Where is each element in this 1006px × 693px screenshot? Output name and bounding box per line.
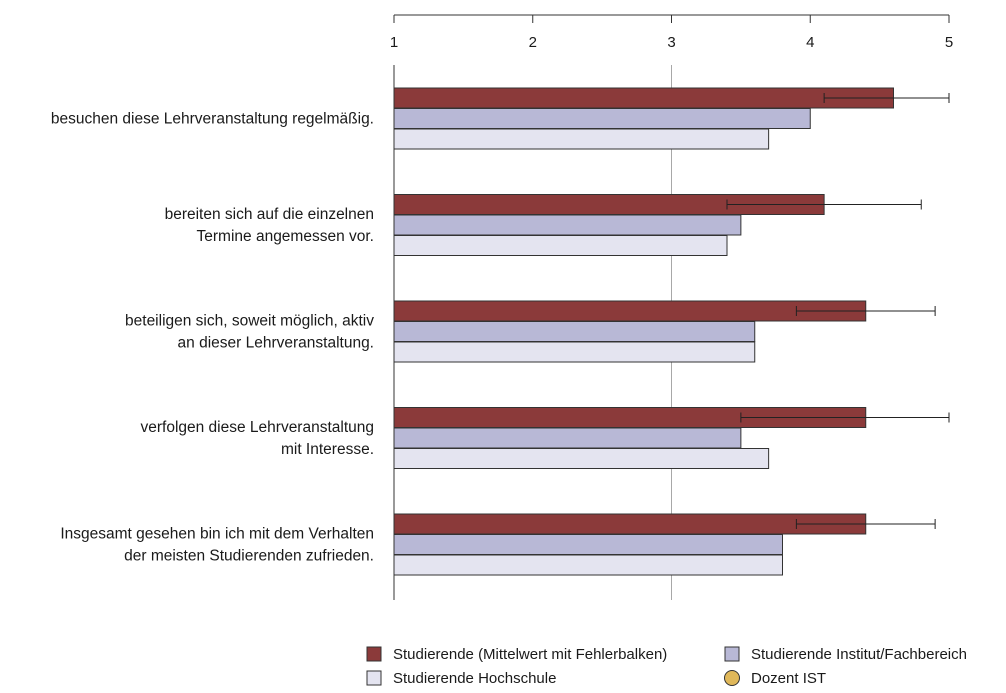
legend-item: Studierende Hochschule (366, 670, 556, 687)
category-label: besuchen diese Lehrveranstaltung regelmä… (51, 111, 374, 128)
bar-series-2-cat-3 (393, 321, 756, 342)
bar-series-3-cat-3 (393, 341, 756, 363)
bar-series-3-cat-4 (393, 448, 770, 469)
x-tick-label: 3 (667, 34, 675, 51)
error-bar-cat-2 (726, 199, 922, 210)
category-label: Termine angemessen vor. (197, 228, 374, 245)
legend-label: Studierende Hochschule (393, 670, 556, 687)
legend: Studierende (Mittelwert mit Fehlerbalken… (366, 646, 967, 687)
error-bar-cat-5 (795, 519, 936, 529)
legend-item: Dozent IST (724, 670, 826, 687)
bar-series-2-cat-1 (393, 108, 811, 129)
bar-series-3-cat-2 (393, 235, 728, 256)
category-label: mit Interesse. (281, 441, 374, 458)
bar-series-2-cat-5 (393, 534, 783, 555)
category-label: bereiten sich auf die einzelnen (165, 206, 374, 223)
legend-label: Studierende Institut/Fachbereich (751, 646, 967, 663)
category-labels: besuchen diese Lehrveranstaltung regelmä… (51, 111, 374, 565)
legend-label: Dozent IST (751, 670, 826, 687)
legend-swatch-circle (724, 670, 740, 686)
category-label: an dieser Lehrveranstaltung. (178, 335, 374, 352)
legend-item: Studierende (Mittelwert mit Fehlerbalken… (366, 646, 667, 663)
bar-series-1-cat-3 (393, 300, 867, 322)
bars-layer (393, 87, 950, 576)
legend-label: Studierende (Mittelwert mit Fehlerbalken… (393, 646, 667, 663)
bar-series-1-cat-1 (393, 87, 894, 109)
legend-swatch (366, 646, 382, 662)
legend-swatch (724, 646, 740, 662)
error-bar-cat-3 (795, 306, 936, 316)
x-tick-label: 2 (529, 34, 537, 51)
bar-series-2-cat-2 (393, 214, 742, 236)
category-label: beteiligen sich, soweit möglich, aktiv (125, 313, 374, 330)
legend-item: Studierende Institut/Fachbereich (724, 646, 967, 663)
error-bar-cat-4 (740, 412, 950, 423)
bar-series-3-cat-1 (393, 128, 770, 150)
category-label: Insgesamt gesehen bin ich mit dem Verhal… (60, 526, 374, 543)
bar-series-2-cat-4 (393, 427, 742, 449)
category-label: der meisten Studierenden zufrieden. (124, 548, 374, 565)
x-tick-label: 5 (945, 34, 953, 51)
x-tick-label: 4 (806, 34, 814, 51)
x-tick-label: 1 (390, 34, 398, 51)
bar-series-3-cat-5 (393, 554, 783, 576)
legend-swatch (366, 670, 382, 686)
error-bar-cat-1 (823, 93, 950, 103)
category-label: verfolgen diese Lehrveranstaltung (140, 419, 374, 436)
bar-series-1-cat-5 (393, 513, 867, 535)
